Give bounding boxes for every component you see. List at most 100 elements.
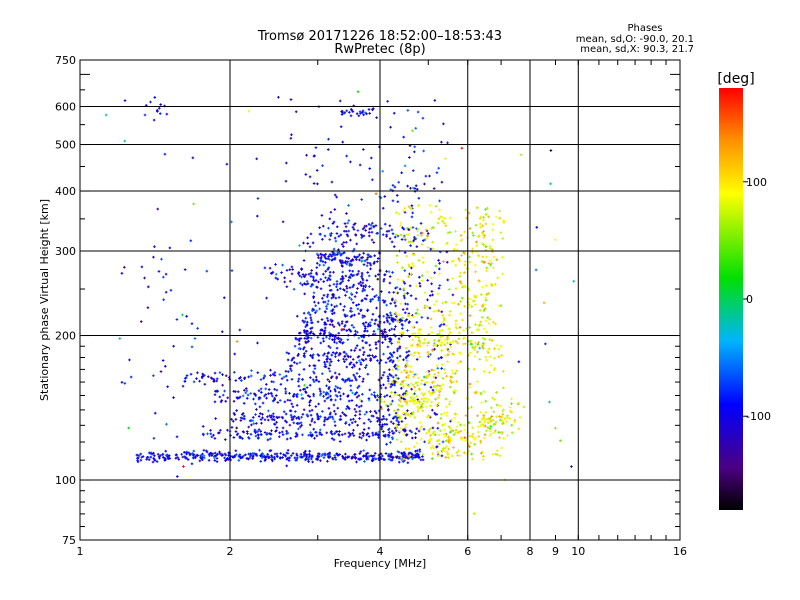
data-point <box>164 272 168 276</box>
data-point <box>413 445 416 449</box>
data-point <box>322 339 325 343</box>
chart-title: Tromsø 20171226 18:52:00–18:53:43 <box>257 29 502 44</box>
data-point <box>385 313 389 316</box>
data-point <box>289 367 292 371</box>
data-point <box>164 290 168 294</box>
x-tick-label: 9 <box>552 545 559 558</box>
data-point <box>339 394 342 398</box>
data-point <box>120 272 124 275</box>
data-point <box>478 420 482 424</box>
data-point <box>316 320 320 324</box>
data-point <box>338 453 342 456</box>
data-point <box>375 398 379 402</box>
data-point <box>306 236 309 240</box>
data-point <box>439 417 443 420</box>
data-point <box>303 451 306 454</box>
data-point <box>333 388 337 391</box>
data-point <box>332 403 336 407</box>
data-point <box>256 433 260 437</box>
data-point <box>350 298 353 301</box>
data-point <box>257 415 261 418</box>
data-point <box>403 206 407 210</box>
data-point <box>452 433 456 437</box>
data-point <box>499 344 503 348</box>
data-point <box>414 389 417 392</box>
data-point <box>263 394 266 398</box>
data-point <box>385 418 388 421</box>
data-point <box>500 446 504 450</box>
data-point <box>454 243 458 247</box>
data-point <box>275 421 278 424</box>
data-point <box>358 452 362 455</box>
data-point <box>441 383 445 387</box>
data-point <box>364 327 367 330</box>
colorbar-tick-label: 100 <box>746 176 767 189</box>
data-point <box>415 427 419 431</box>
data-point <box>393 393 397 397</box>
data-point <box>343 355 347 358</box>
data-point <box>290 377 294 381</box>
data-point <box>220 399 224 402</box>
data-point <box>318 428 322 432</box>
data-point <box>388 224 392 228</box>
data-point <box>162 298 165 302</box>
data-point <box>429 326 433 329</box>
data-point <box>331 338 334 341</box>
data-point <box>394 211 398 214</box>
data-point <box>296 379 300 383</box>
data-point <box>282 410 286 414</box>
data-point <box>322 390 326 394</box>
data-point <box>495 415 498 418</box>
data-point <box>192 449 196 453</box>
data-point <box>365 279 369 282</box>
data-point <box>183 455 187 459</box>
data-point <box>486 316 490 320</box>
data-point <box>502 369 505 373</box>
data-point <box>343 432 347 436</box>
data-point <box>319 287 323 291</box>
data-point <box>485 358 488 362</box>
data-point <box>404 414 408 417</box>
data-point <box>421 455 424 458</box>
data-point <box>139 458 143 462</box>
data-point <box>446 453 450 456</box>
x-axis-label: Frequency [MHz] <box>334 557 426 570</box>
data-point <box>309 316 313 320</box>
data-point <box>326 396 330 399</box>
data-point <box>351 391 354 395</box>
data-point <box>221 383 224 387</box>
data-point <box>346 338 350 342</box>
data-point <box>383 400 386 404</box>
data-point <box>436 292 440 296</box>
data-point <box>290 454 293 457</box>
data-point <box>495 391 498 394</box>
data-point <box>174 456 178 460</box>
data-point <box>219 428 222 432</box>
data-point <box>492 410 496 414</box>
data-point <box>425 370 429 373</box>
data-point <box>278 399 282 402</box>
data-point <box>332 282 336 286</box>
data-point <box>418 275 421 279</box>
data-point <box>484 245 488 248</box>
data-point <box>322 263 326 267</box>
data-point <box>408 414 412 418</box>
data-point <box>334 355 337 358</box>
data-point <box>446 141 449 145</box>
data-point <box>191 156 195 160</box>
data-point <box>404 302 407 306</box>
data-point <box>472 512 476 515</box>
data-point <box>302 388 305 391</box>
data-point <box>398 313 401 317</box>
data-point <box>369 420 372 423</box>
data-point <box>368 354 371 357</box>
data-point <box>470 305 474 308</box>
data-point <box>156 207 160 211</box>
data-point <box>391 417 395 420</box>
data-point <box>335 285 338 289</box>
data-point <box>325 316 329 320</box>
data-point <box>403 164 407 168</box>
data-point <box>471 426 474 430</box>
data-point <box>383 395 386 398</box>
